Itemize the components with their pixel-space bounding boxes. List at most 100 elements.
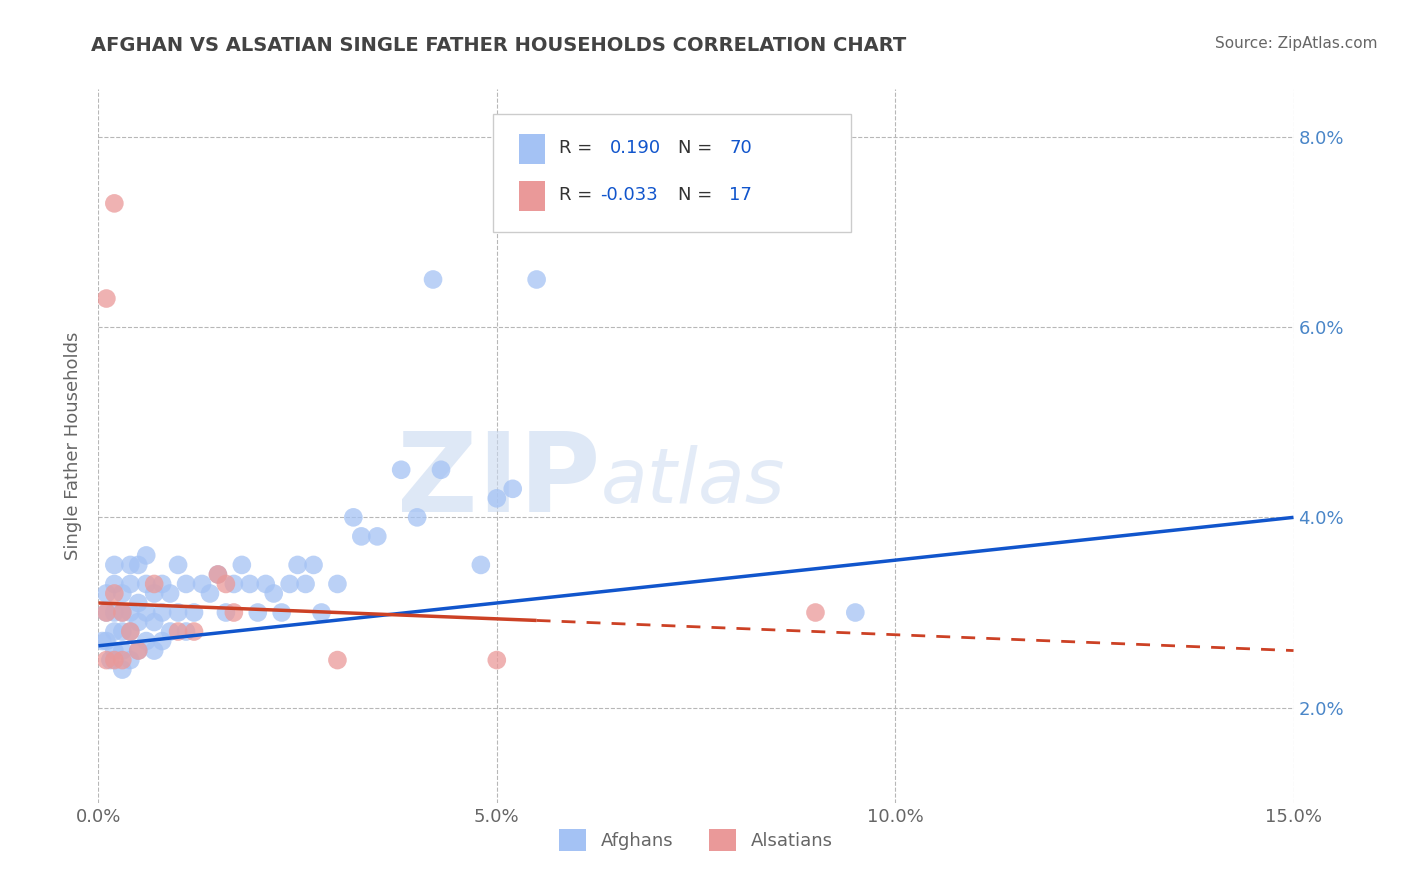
Legend: Afghans, Alsatians: Afghans, Alsatians [551,822,841,858]
Point [135,549,157,563]
Point [215,606,238,620]
Point [103,586,125,600]
Point [150,606,173,620]
Point [150,577,173,591]
Point [96,606,118,620]
Text: N =: N = [678,139,718,157]
Point [120,558,142,572]
Point [174,577,197,591]
Point [366,529,388,543]
Point [111,653,134,667]
Point [191,577,214,591]
Point [111,606,134,620]
Point [430,463,453,477]
Point [174,624,197,639]
Point [96,653,118,667]
Point [302,558,325,572]
Point [103,577,125,591]
Point [231,558,253,572]
Point [127,596,149,610]
Text: -0.033: -0.033 [600,186,658,203]
Point [143,643,166,657]
Point [135,577,157,591]
Text: N =: N = [678,186,718,203]
Point [127,643,149,657]
Point [350,529,373,543]
Point [485,653,508,667]
Point [111,663,134,677]
Point [326,653,349,667]
Point [98,653,122,667]
Text: 70: 70 [730,139,752,157]
Point [167,558,190,572]
Point [120,653,142,667]
Point [207,567,229,582]
Point [294,577,316,591]
Point [270,606,292,620]
Point [215,577,238,591]
Point [120,606,142,620]
Point [159,624,181,639]
Point [326,577,349,591]
Point [96,292,118,306]
Text: Source: ZipAtlas.com: Source: ZipAtlas.com [1215,36,1378,51]
Point [207,567,229,582]
Point [183,606,205,620]
Point [278,577,301,591]
Point [422,272,444,286]
Point [96,606,118,620]
Point [111,643,134,657]
Point [103,558,125,572]
Point [198,586,221,600]
Point [135,634,157,648]
Point [111,586,134,600]
Point [103,643,125,657]
Point [120,624,142,639]
Point [287,558,309,572]
FancyBboxPatch shape [494,114,852,232]
Text: R =: R = [558,186,598,203]
Point [127,615,149,629]
Point [342,510,364,524]
Point [111,624,134,639]
Point [103,606,125,620]
Point [406,510,429,524]
Point [239,577,262,591]
Point [311,606,333,620]
Point [143,615,166,629]
Point [103,624,125,639]
Point [91,634,114,648]
Point [389,463,412,477]
Text: atlas: atlas [600,445,785,518]
Point [167,624,190,639]
Text: 0.190: 0.190 [610,139,661,157]
Point [167,606,190,620]
Point [222,606,245,620]
Point [103,653,125,667]
Point [103,196,125,211]
Point [222,577,245,591]
Point [183,624,205,639]
Text: R =: R = [558,139,598,157]
Point [470,558,492,572]
Point [120,624,142,639]
Point [159,586,181,600]
Point [246,606,269,620]
Point [127,558,149,572]
Bar [519,180,546,211]
Text: AFGHAN VS ALSATIAN SINGLE FATHER HOUSEHOLDS CORRELATION CHART: AFGHAN VS ALSATIAN SINGLE FATHER HOUSEHO… [91,36,907,54]
Point [120,577,142,591]
Point [135,606,157,620]
Y-axis label: Single Father Households: Single Father Households [63,332,82,560]
Point [254,577,277,591]
Text: ZIP: ZIP [396,428,600,535]
Point [150,634,173,648]
Point [485,491,508,506]
Point [804,606,827,620]
Point [111,606,134,620]
Point [96,586,118,600]
Point [96,634,118,648]
Point [844,606,866,620]
Point [143,586,166,600]
Point [263,586,285,600]
